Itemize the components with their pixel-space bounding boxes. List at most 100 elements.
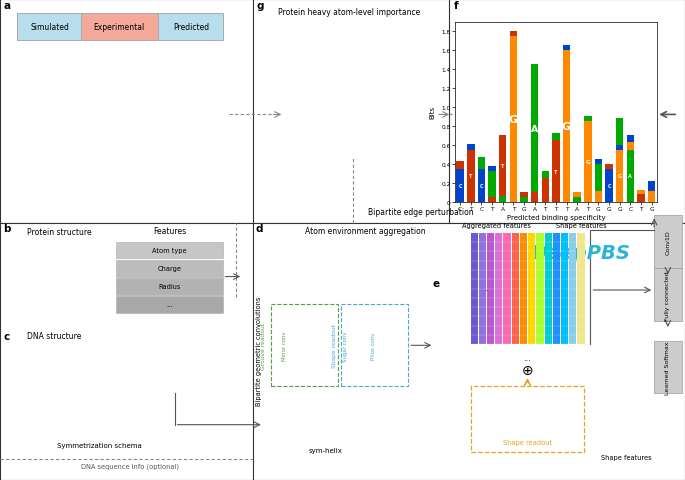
Bar — [510, 37, 517, 203]
FancyBboxPatch shape — [0, 223, 685, 480]
Bar — [477, 158, 485, 169]
Text: G: G — [509, 115, 518, 125]
FancyBboxPatch shape — [116, 278, 223, 295]
FancyBboxPatch shape — [116, 297, 223, 313]
Text: T: T — [544, 188, 547, 193]
Text: Simulated: Simulated — [31, 23, 69, 32]
Text: d: d — [256, 223, 263, 233]
Text: Sugar conv: Sugar conv — [343, 330, 349, 361]
Text: A: A — [618, 130, 621, 135]
FancyBboxPatch shape — [0, 0, 685, 223]
Text: f: f — [453, 1, 458, 11]
Bar — [637, 195, 645, 203]
Bar — [563, 51, 570, 203]
Bar — [499, 197, 506, 203]
Text: C: C — [458, 183, 462, 189]
Bar — [616, 146, 623, 150]
Text: Shape features: Shape features — [556, 222, 606, 228]
Bar — [467, 150, 475, 203]
Bar — [531, 193, 538, 203]
Bar — [606, 169, 613, 203]
Bar — [606, 165, 613, 169]
Bar — [648, 191, 656, 203]
Text: ...: ... — [523, 353, 532, 362]
Text: Phos conv: Phos conv — [371, 332, 376, 359]
Bar — [499, 135, 506, 197]
Bar — [520, 198, 527, 203]
Text: ⊕: ⊕ — [522, 363, 533, 378]
Text: Shape readout: Shape readout — [503, 440, 552, 445]
Bar — [542, 171, 549, 179]
Bar — [595, 160, 602, 165]
Text: Charge: Charge — [158, 266, 182, 272]
Text: Symmetrization schema: Symmetrization schema — [57, 442, 142, 448]
Text: g: g — [257, 1, 264, 11]
Text: G: G — [618, 174, 622, 179]
Bar — [616, 150, 623, 203]
Text: C: C — [479, 183, 483, 189]
Text: G: G — [586, 160, 590, 165]
Text: Atom type: Atom type — [152, 248, 187, 253]
Bar — [477, 169, 485, 203]
Bar — [616, 119, 623, 146]
Text: b: b — [3, 223, 11, 233]
Text: Fully connected: Fully connected — [665, 270, 671, 320]
Text: Protein heavy atom-level importance: Protein heavy atom-level importance — [278, 8, 421, 17]
Text: G: G — [597, 194, 601, 199]
Text: T: T — [501, 164, 504, 168]
Text: G: G — [649, 194, 653, 199]
Text: e: e — [433, 278, 440, 288]
Text: Groove readout: Groove readout — [262, 322, 266, 369]
Text: Features: Features — [153, 226, 186, 235]
Text: Shape features: Shape features — [601, 454, 652, 460]
Text: Predicted: Predicted — [174, 23, 210, 32]
Text: A: A — [479, 161, 484, 166]
Text: ...: ... — [166, 302, 173, 308]
Text: Learned Softmax: Learned Softmax — [665, 340, 671, 394]
Text: C: C — [608, 183, 611, 189]
Bar — [552, 133, 560, 141]
Bar — [573, 193, 581, 198]
Bar — [531, 65, 538, 193]
Text: Bipartite geometric convolutions: Bipartite geometric convolutions — [256, 296, 262, 405]
FancyBboxPatch shape — [17, 14, 223, 41]
Text: Shape readout: Shape readout — [332, 324, 337, 368]
Text: A: A — [490, 182, 494, 187]
Y-axis label: Bits: Bits — [429, 106, 436, 119]
Bar — [488, 198, 496, 203]
FancyBboxPatch shape — [654, 269, 682, 322]
Text: DeepPBS: DeepPBS — [531, 244, 631, 263]
FancyBboxPatch shape — [116, 242, 223, 259]
Bar — [595, 165, 602, 191]
Bar — [510, 32, 517, 37]
Bar — [488, 167, 496, 171]
Text: A: A — [531, 125, 538, 133]
FancyBboxPatch shape — [116, 260, 223, 277]
X-axis label: Predicted binding specificity: Predicted binding specificity — [507, 215, 605, 220]
Text: A: A — [597, 175, 600, 180]
FancyBboxPatch shape — [81, 14, 158, 41]
Text: c: c — [3, 331, 10, 341]
Bar — [584, 116, 592, 122]
Text: T: T — [554, 169, 558, 174]
Text: Bipartite edge perturbation: Bipartite edge perturbation — [369, 208, 474, 217]
FancyBboxPatch shape — [654, 341, 682, 394]
Text: Experimental: Experimental — [94, 23, 145, 32]
Bar — [627, 135, 634, 143]
Text: DNA structure: DNA structure — [27, 331, 82, 340]
Text: A: A — [628, 174, 632, 179]
Bar — [488, 171, 496, 198]
Text: Atom environment aggregation: Atom environment aggregation — [305, 226, 425, 235]
Bar — [573, 198, 581, 203]
Text: sym-helix: sym-helix — [308, 447, 342, 453]
FancyBboxPatch shape — [654, 216, 682, 269]
Text: a: a — [3, 1, 10, 11]
Text: T: T — [469, 174, 473, 179]
Text: Conv1D: Conv1D — [665, 230, 671, 255]
Text: Aggregated features: Aggregated features — [462, 222, 531, 228]
Bar — [467, 145, 475, 150]
Bar — [637, 190, 645, 195]
Bar — [627, 143, 634, 150]
Text: DNA sequence info (optional): DNA sequence info (optional) — [81, 462, 179, 469]
Bar — [456, 169, 464, 203]
